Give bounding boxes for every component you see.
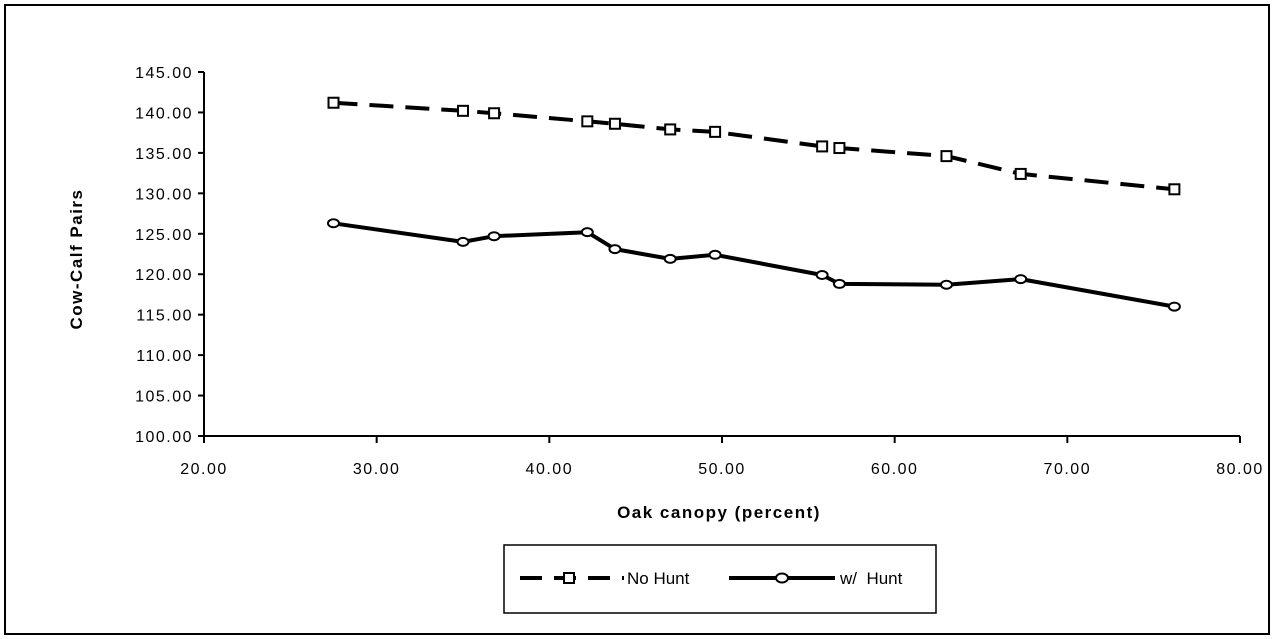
data-point-no-hunt (581, 115, 594, 128)
x-axis-title: Oak canopy (percent) (617, 503, 821, 522)
legend-marker-no-hunt (563, 572, 575, 584)
data-point-no-hunt (488, 107, 501, 120)
legend-label-no-hunt: No Hunt (627, 569, 690, 588)
y-axis-title: Cow-Calf Pairs (67, 189, 86, 330)
series-layer (327, 96, 1181, 312)
y-tick-label: 135.00 (135, 146, 193, 163)
series-w-hunt (327, 218, 1181, 312)
y-tick-label: 140.00 (135, 105, 193, 122)
legend-marker-w-hunt (775, 572, 789, 584)
data-point-no-hunt (816, 140, 829, 153)
data-point-w-hunt (1167, 301, 1181, 312)
y-tick-label: 110.00 (136, 348, 193, 365)
x-tick-label: 70.00 (1044, 461, 1092, 478)
data-point-no-hunt (833, 142, 846, 155)
x-tick-label: 80.00 (1216, 461, 1264, 478)
x-tick-label: 40.00 (526, 461, 574, 478)
data-point-w-hunt (815, 270, 829, 281)
data-point-no-hunt (1014, 167, 1027, 180)
data-point-no-hunt (664, 123, 677, 136)
data-point-w-hunt (1014, 274, 1028, 285)
data-point-w-hunt (580, 227, 594, 238)
x-tick-label: 60.00 (871, 461, 919, 478)
data-point-w-hunt (608, 244, 622, 255)
data-point-w-hunt (939, 279, 953, 290)
data-point-no-hunt (457, 104, 469, 117)
x-tick-label: 20.00 (180, 461, 228, 478)
y-tick-label: 125.00 (135, 227, 193, 244)
y-tick-label: 145.00 (135, 65, 193, 82)
x-tick-label: 50.00 (698, 461, 746, 478)
legend-label-w-hunt: w/ Hunt (839, 569, 903, 588)
y-ticks: 100.00 105.00 110.00 115.00 120.00 125.00 130.… (135, 65, 204, 446)
x-ticks: 20.00 30.00 40.00 50.00 60.00 70.00 80.00 (180, 436, 1264, 478)
y-tick-label: 130.00 (135, 186, 193, 203)
data-point-no-hunt (608, 117, 621, 130)
legend: No Hunt w/ Hunt (503, 544, 937, 614)
y-tick-label: 100.00 (135, 429, 193, 446)
x-tick-label: 30.00 (353, 461, 401, 478)
data-point-w-hunt (327, 218, 340, 229)
data-point-w-hunt (456, 236, 470, 247)
data-point-w-hunt (487, 231, 501, 242)
data-point-w-hunt (708, 249, 722, 260)
series-no-hunt (327, 96, 1181, 196)
data-point-no-hunt (327, 96, 340, 109)
data-point-no-hunt (940, 150, 953, 163)
data-point-no-hunt (1168, 183, 1181, 196)
data-point-w-hunt (663, 253, 677, 264)
data-point-w-hunt (832, 278, 846, 289)
chart-frame (4, 4, 1270, 635)
y-tick-label: 120.00 (135, 267, 193, 284)
data-point-no-hunt (709, 125, 722, 138)
y-tick-label: 105.00 (135, 389, 193, 406)
y-tick-label: 115.00 (136, 308, 193, 325)
